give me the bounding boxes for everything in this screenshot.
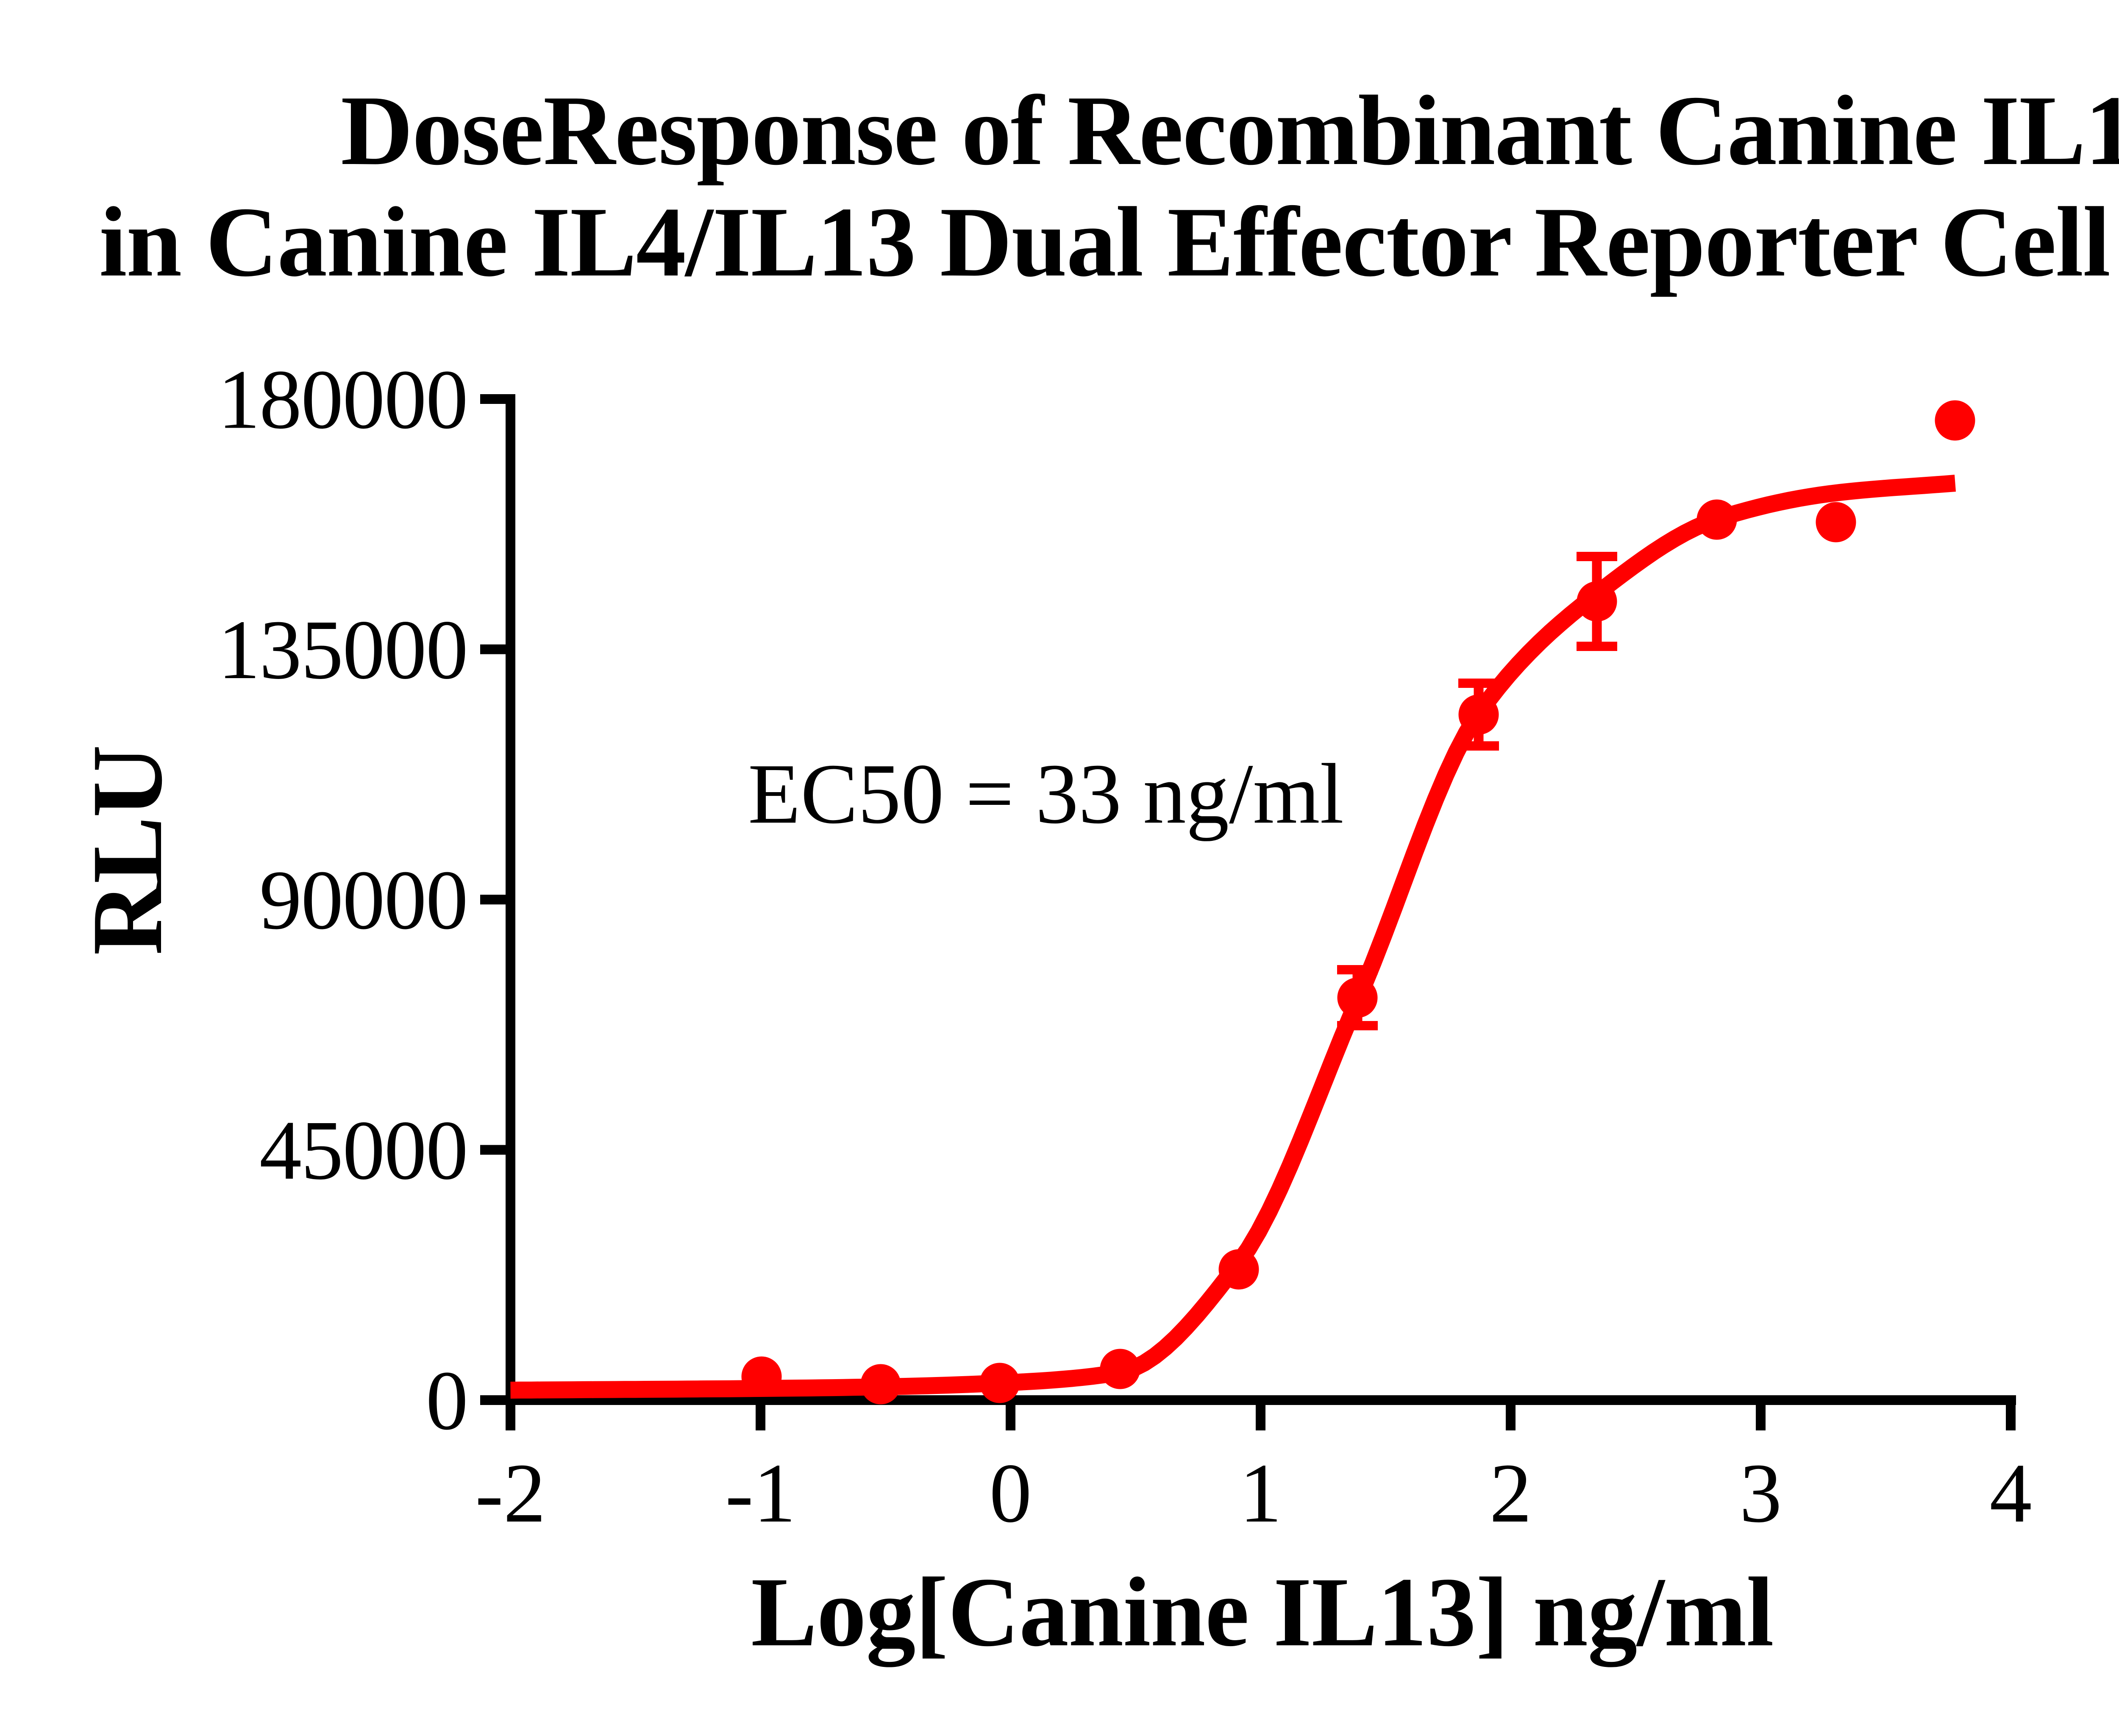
svg-text:4: 4 [1990, 1447, 2032, 1540]
svg-text:Log[Canine IL13] ng/ml: Log[Canine IL13] ng/ml [751, 1557, 1774, 1667]
svg-text:135000: 135000 [218, 603, 467, 697]
svg-text:3: 3 [1740, 1447, 1782, 1540]
svg-text:EC50 = 33 ng/ml: EC50 = 33 ng/ml [748, 746, 1344, 841]
svg-text:0: 0 [426, 1354, 467, 1448]
svg-text:-1: -1 [725, 1447, 796, 1540]
svg-text:180000: 180000 [218, 353, 467, 447]
svg-text:-2: -2 [475, 1447, 546, 1540]
svg-text:0: 0 [990, 1447, 1032, 1540]
svg-text:90000: 90000 [259, 854, 467, 947]
svg-text:RLU: RLU [72, 746, 183, 955]
svg-text:in Canine IL4/IL13 Dual Effect: in Canine IL4/IL13 Dual Effector Reporte… [99, 187, 2110, 298]
svg-text:DoseResponse of Recombinant Ca: DoseResponse of Recombinant Canine IL13 [341, 75, 2119, 186]
svg-text:2: 2 [1490, 1447, 1532, 1540]
svg-text:1: 1 [1240, 1447, 1282, 1540]
svg-text:45000: 45000 [259, 1104, 467, 1197]
